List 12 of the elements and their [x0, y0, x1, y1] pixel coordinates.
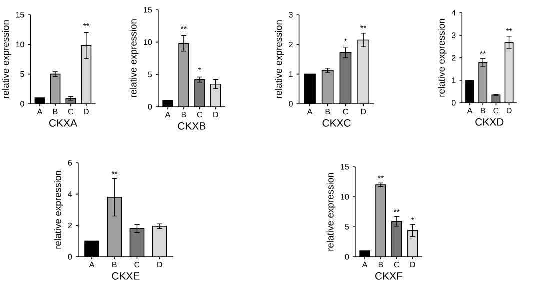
y-axis-title: relative expression: [130, 20, 139, 98]
x-axis-title: CKXD: [476, 118, 504, 126]
y-axis-title: relative expression: [2, 20, 11, 98]
x-axis-title: CKXB: [178, 122, 206, 130]
y-axis-title: relative expression: [54, 171, 64, 249]
x-axis-title: CKXF: [376, 272, 402, 280]
x-axis-title: CKXA: [50, 120, 78, 127]
y-axis-title: relative expression: [326, 173, 336, 251]
y-axis-title: relative expression: [275, 20, 284, 98]
x-axis-title: CKXC: [322, 120, 351, 127]
y-axis-title: relative expression: [438, 19, 447, 97]
x-axis-title: CKXE: [112, 272, 140, 280]
